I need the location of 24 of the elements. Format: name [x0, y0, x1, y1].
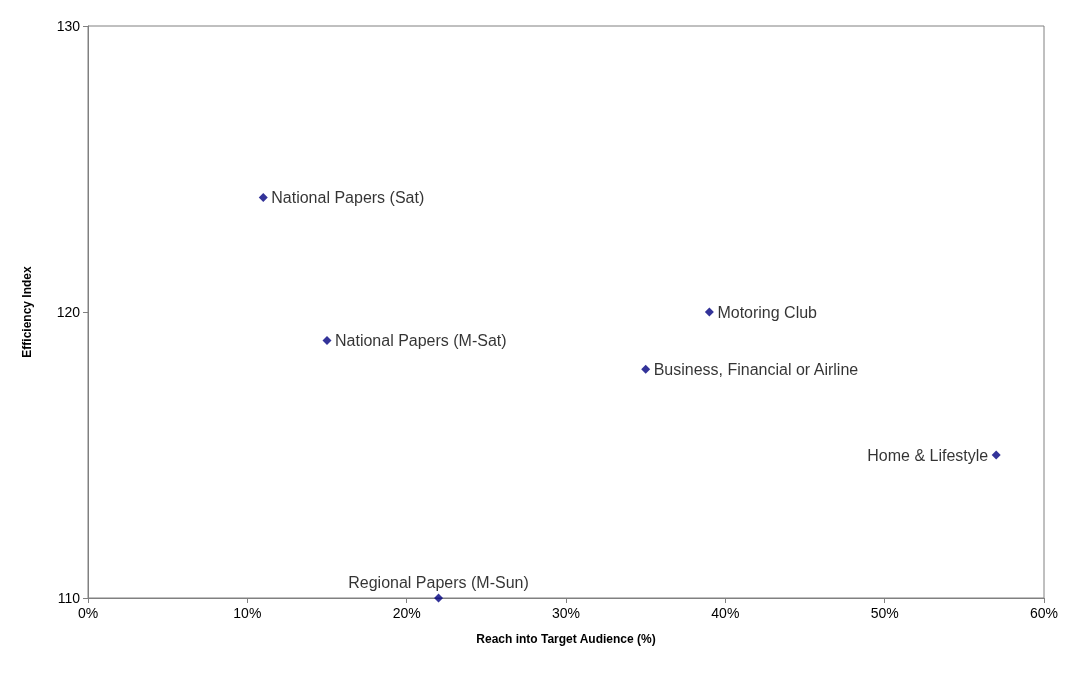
x-tick-label: 10% — [233, 605, 262, 621]
annotation: National Papers (M-Sat) — [335, 332, 507, 350]
point — [704, 307, 714, 317]
point — [322, 336, 332, 346]
x-tick-label: 30% — [551, 605, 581, 621]
x-axis-title: Reach into Target Audience (%) — [476, 632, 656, 646]
y-axis-title: Efficiency Index — [20, 266, 34, 358]
point — [991, 450, 1001, 460]
y-tick-label: 130 — [56, 18, 81, 34]
x-tick-label: 0% — [77, 605, 99, 621]
annotation: Home & Lifestyle — [867, 446, 989, 464]
x-tick-label: 60% — [1029, 605, 1059, 621]
y-tick-label: 120 — [56, 304, 81, 320]
annotation: Motoring Club — [717, 303, 818, 321]
annotation: Regional Papers (M-Sun) — [348, 573, 529, 591]
point — [434, 593, 444, 603]
annotation: Business, Financial or Airline — [653, 360, 859, 378]
point — [641, 364, 651, 374]
point — [258, 193, 268, 203]
y-tick-label: 110 — [57, 590, 81, 606]
x-tick-label: 40% — [711, 605, 740, 621]
x-tick-label: 50% — [870, 605, 899, 621]
x-tick-label: 20% — [392, 605, 421, 621]
annotation: National Papers (Sat) — [271, 189, 425, 207]
